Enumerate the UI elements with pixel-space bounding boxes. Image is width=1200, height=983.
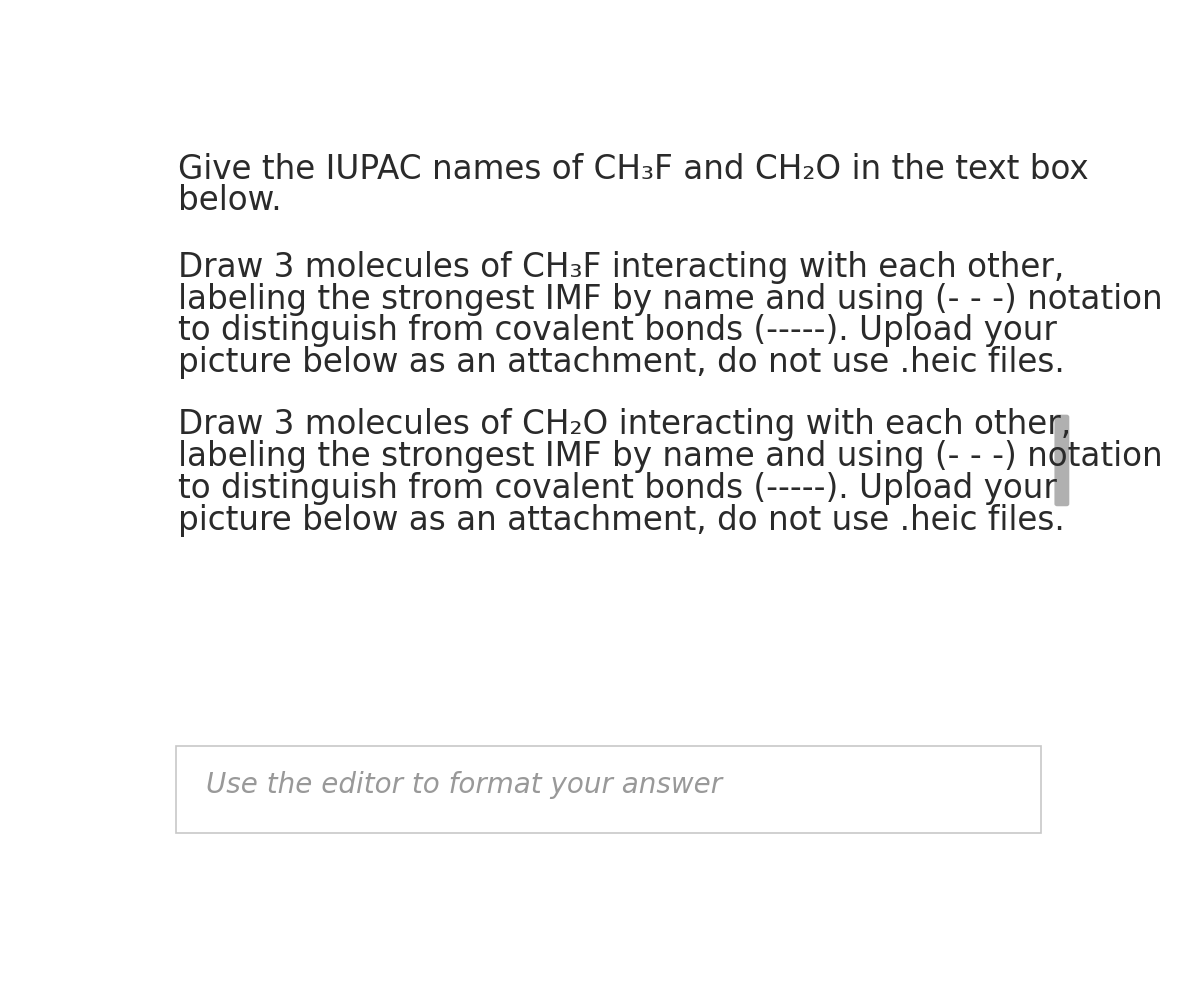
Text: picture below as an attachment, do not use .heic files.: picture below as an attachment, do not u… — [178, 503, 1064, 537]
FancyBboxPatch shape — [176, 746, 1040, 834]
Text: to distinguish from covalent bonds (-----). Upload your: to distinguish from covalent bonds (----… — [178, 472, 1057, 505]
Text: Draw 3 molecules of CH₃F interacting with each other,: Draw 3 molecules of CH₃F interacting wit… — [178, 251, 1064, 284]
Text: Give the IUPAC names of CH₃F and CH₂O in the text box: Give the IUPAC names of CH₃F and CH₂O in… — [178, 152, 1088, 186]
Text: to distinguish from covalent bonds (-----). Upload your: to distinguish from covalent bonds (----… — [178, 315, 1057, 348]
Text: labeling the strongest IMF by name and using (- - -) notation: labeling the strongest IMF by name and u… — [178, 283, 1163, 316]
Text: picture below as an attachment, do not use .heic files.: picture below as an attachment, do not u… — [178, 346, 1064, 379]
Text: Use the editor to format your answer: Use the editor to format your answer — [206, 771, 722, 799]
Text: Draw 3 molecules of CH₂O interacting with each other,: Draw 3 molecules of CH₂O interacting wit… — [178, 408, 1072, 441]
Text: below.: below. — [178, 184, 282, 217]
Text: labeling the strongest IMF by name and using (- - -) notation: labeling the strongest IMF by name and u… — [178, 440, 1163, 473]
FancyBboxPatch shape — [1055, 415, 1069, 506]
